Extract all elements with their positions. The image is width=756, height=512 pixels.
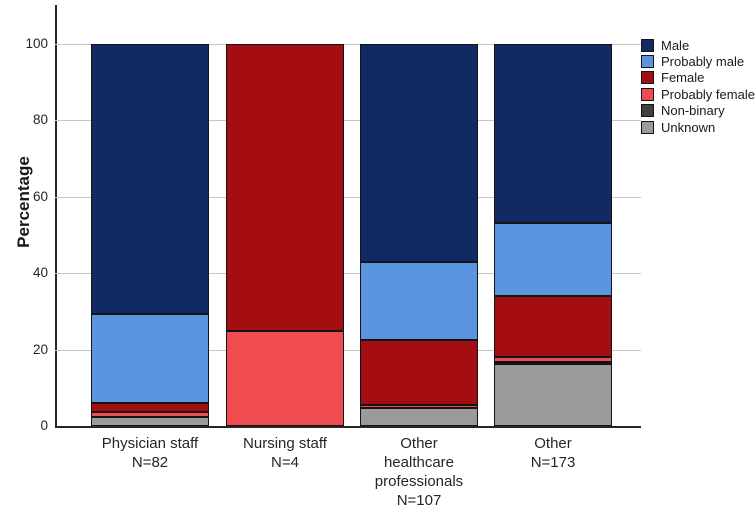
gridline bbox=[55, 196, 641, 198]
x-category-label-line: healthcare bbox=[383, 454, 455, 471]
bar-segment-probably-male bbox=[360, 261, 478, 341]
y-tick-label: 60 bbox=[32, 188, 48, 204]
bar-segment-probably-female bbox=[494, 357, 612, 362]
bar-segment-male bbox=[360, 44, 478, 262]
y-tick-label: 100 bbox=[25, 36, 48, 51]
bar-segment-unknown bbox=[91, 416, 209, 426]
x-category-label-line: Other bbox=[400, 435, 438, 452]
legend-label: Non-binary bbox=[661, 103, 725, 119]
legend-label: Female bbox=[661, 70, 705, 86]
legend-swatch-icon bbox=[641, 120, 654, 134]
gridline bbox=[55, 44, 641, 45]
legend-item: Probably male bbox=[641, 53, 755, 69]
bar-segment-male bbox=[494, 44, 612, 223]
bar-segment-probably-male bbox=[91, 314, 209, 404]
y-tick-label: 40 bbox=[32, 265, 48, 281]
legend-swatch-icon bbox=[641, 71, 654, 85]
y-tick-label: 0 bbox=[40, 418, 48, 433]
legend-label: Unknown bbox=[661, 119, 716, 135]
bar-segment-unknown bbox=[360, 408, 478, 426]
legend-swatch-icon bbox=[641, 87, 654, 101]
legend-label: Male bbox=[661, 37, 690, 53]
legend: Male Probably male Female Probably female No… bbox=[641, 37, 755, 135]
gridline bbox=[55, 120, 641, 122]
x-category-label-line: Nursing staff bbox=[243, 435, 327, 452]
bar-1 bbox=[91, 44, 209, 426]
bar-segment-male bbox=[91, 44, 209, 315]
x-category-label-line: Other bbox=[534, 435, 572, 452]
gridline bbox=[55, 273, 641, 275]
bar-segment-unknown bbox=[494, 364, 612, 426]
bar-segment-female bbox=[226, 44, 344, 331]
y-tick-label: 20 bbox=[32, 341, 48, 357]
x-category-label: Other N=173 bbox=[463, 434, 643, 472]
x-category-label: Other healthcare professionals N=107 bbox=[329, 434, 509, 510]
legend-swatch-icon bbox=[641, 55, 654, 69]
bar-segment-probably-male bbox=[494, 222, 612, 296]
legend-item: Unknown bbox=[641, 119, 755, 135]
bar-segment-probably-female bbox=[226, 330, 344, 426]
bar-3 bbox=[360, 44, 478, 426]
legend-item: Female bbox=[641, 70, 755, 86]
x-category-label-line: N=82 bbox=[131, 454, 169, 471]
y-tick-label: 80 bbox=[32, 112, 48, 128]
bar-segment-female bbox=[494, 295, 612, 358]
bar-segment-female bbox=[91, 403, 209, 413]
x-category-label-line: N=173 bbox=[530, 454, 576, 471]
bar-2 bbox=[226, 44, 344, 426]
legend-swatch-icon bbox=[641, 104, 654, 118]
legend-item: Male bbox=[641, 37, 755, 53]
gridline bbox=[55, 349, 641, 351]
bar-segment-probably-female bbox=[91, 412, 209, 417]
legend-label: Probably female bbox=[661, 86, 755, 102]
bar-4 bbox=[494, 44, 612, 426]
bar-segment-non-binary bbox=[494, 361, 612, 365]
legend-item: Non-binary bbox=[641, 103, 755, 119]
x-category-label-line: N=4 bbox=[271, 454, 299, 471]
x-category-label: Nursing staff N=4 bbox=[195, 434, 375, 472]
x-category-label-line: Physician staff bbox=[101, 435, 199, 452]
legend-swatch-icon bbox=[641, 38, 654, 52]
x-category-label-line: N=107 bbox=[396, 492, 442, 509]
bar-segment-probably-female bbox=[360, 404, 478, 409]
x-category-label-line: professionals bbox=[374, 473, 464, 490]
legend-item: Probably female bbox=[641, 86, 755, 102]
plot-area bbox=[55, 44, 641, 426]
bar-segment-female bbox=[360, 340, 478, 405]
legend-label: Probably male bbox=[661, 54, 745, 70]
x-axis-line bbox=[55, 426, 641, 428]
x-category-label: Physician staff N=82 bbox=[60, 434, 240, 472]
y-axis-line bbox=[55, 5, 57, 428]
